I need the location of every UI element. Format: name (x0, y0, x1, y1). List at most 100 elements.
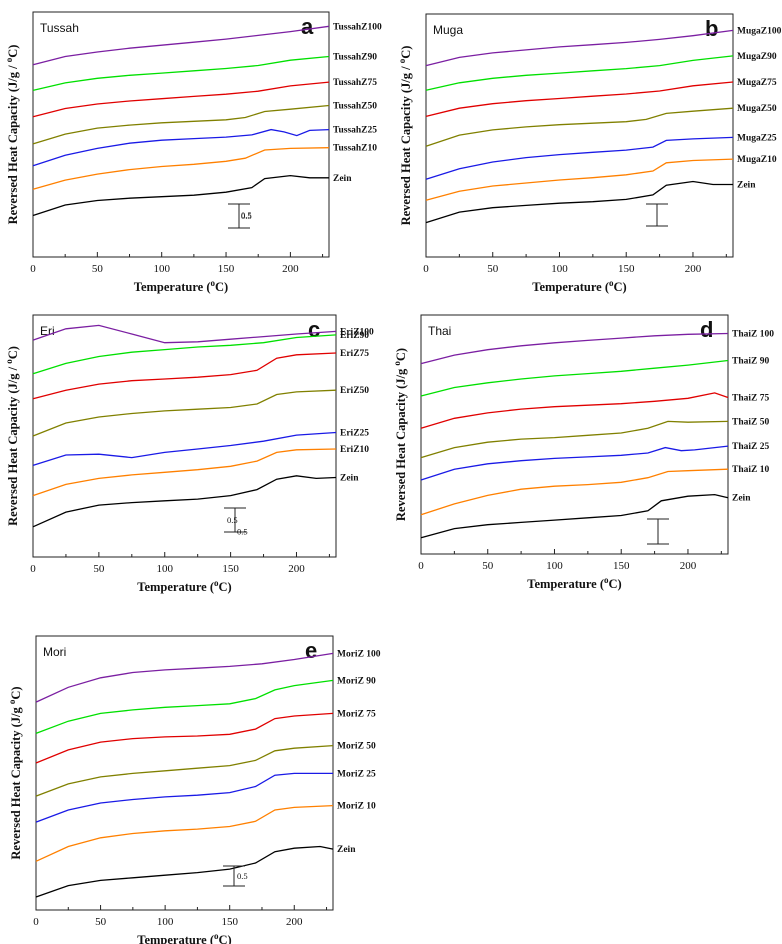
x-axis-label: Temperature (oC) (137, 931, 231, 944)
panel-b: 0 50 100 150 200 Muga b Temperature (oC) Reverse… (241, 13, 782, 294)
x-tick-label: 100 (546, 560, 563, 572)
series-label: TussahZ25 (333, 126, 377, 136)
series-label: EriZ10 (340, 445, 369, 455)
series-line-thaiz50 (420, 420, 729, 459)
series-label: EriZ50 (340, 386, 369, 396)
x-tick-label: 200 (288, 563, 305, 575)
series-line-mugaz10 (425, 158, 734, 201)
series-label: TussahZ100 (333, 22, 382, 32)
scale-bar: 0.5 (241, 203, 668, 227)
x-tick-label: 50 (93, 563, 105, 575)
series-line-moriz75 (35, 712, 334, 764)
series-label: MoriZ 90 (337, 676, 376, 686)
series-line-tussahz75 (32, 81, 330, 118)
panel-letter: b (705, 16, 718, 41)
series-label: MugaZ25 (737, 133, 777, 143)
series-label: ThaiZ 50 (732, 417, 769, 427)
panel-e: 0 50 100 150 200 Mori e Temperature (oC) Reverse… (7, 635, 381, 944)
series-line-moriz25 (35, 772, 333, 823)
series-label: ThaiZ 90 (732, 356, 769, 366)
series-label: TussahZ90 (333, 52, 377, 62)
series-line-moriz100 (35, 652, 334, 703)
x-tick-label: 100 (153, 263, 170, 275)
series-label: MoriZ 50 (337, 742, 376, 752)
panel-title: Thai (428, 324, 451, 338)
scale-bar: 0.5 (223, 865, 248, 887)
series-line-thaiz25 (420, 445, 729, 481)
scale-bar-label: 0.5 (237, 871, 248, 881)
y-axis-label: Reversed Heat Capacity (J/g / oC) (4, 45, 20, 225)
series-line-eriz25 (32, 431, 337, 467)
scale-bar: 0.5 (224, 507, 246, 533)
x-axis-label: Temperature (oC) (134, 278, 228, 294)
x-tick-label: 150 (222, 563, 239, 575)
series-line-mugaz100 (425, 29, 734, 67)
series-label: MugaZ10 (737, 155, 777, 165)
series-label: MoriZ 25 (337, 769, 376, 779)
y-axis-label: Reversed Heat Capacity (J/g / oC) (4, 346, 20, 526)
series-line-tussahz25 (32, 128, 330, 167)
series-label: EriZ100 (340, 327, 374, 337)
series-line-thaiz10 (420, 468, 729, 516)
series-label: MugaZ100 (737, 26, 782, 36)
series-label: Zein (337, 845, 356, 855)
x-tick-label: 50 (482, 560, 494, 572)
x-tick-label: 100 (551, 263, 568, 275)
series-label: TussahZ10 (333, 144, 377, 154)
series-label: MugaZ50 (737, 104, 777, 114)
series-label: Zein (737, 180, 756, 190)
series-label: MugaZ90 (737, 52, 777, 62)
x-tick-label: 150 (218, 263, 235, 275)
plot-frame (32, 11, 330, 258)
series-line-zein (425, 180, 733, 224)
x-tick-label: 50 (95, 916, 107, 928)
series-line-thaiz90 (420, 359, 729, 397)
series-label: Zein (340, 473, 359, 483)
panel-title: Eri (40, 324, 55, 338)
x-tick-label: 200 (282, 263, 299, 275)
scale-bar-label: 0.5 (237, 527, 248, 537)
panel-letter: d (700, 317, 713, 342)
x-tick-label: 200 (286, 916, 303, 928)
series-line-mugaz90 (425, 55, 734, 91)
x-tick-label: 100 (156, 563, 173, 575)
series-label: ThaiZ 10 (732, 465, 769, 475)
series-label: EriZ75 (340, 349, 369, 359)
series-line-zein (420, 493, 729, 539)
panel-title: Mori (43, 645, 66, 659)
scale-bar: 0.5 (237, 518, 669, 545)
x-axis-label: Temperature (oC) (137, 578, 231, 594)
series-line-zein (32, 475, 337, 528)
series-line-tussahz90 (32, 55, 330, 92)
panel-letter: c (308, 317, 320, 342)
series-label: TussahZ75 (333, 78, 377, 88)
scale-bar-label: 0.5 (227, 515, 238, 525)
series-label: MoriZ 10 (337, 802, 376, 812)
series-label: TussahZ50 (333, 101, 377, 111)
series-label: EriZ90 (340, 331, 369, 341)
series-label: Zein (333, 174, 352, 184)
x-tick-label: 150 (618, 263, 635, 275)
panel-title: Muga (433, 23, 463, 37)
scale-bar-label: 0.5 (241, 211, 252, 221)
x-axis-label: Temperature (oC) (527, 575, 621, 591)
series-line-zein (35, 845, 334, 898)
series-line-moriz90 (35, 679, 334, 735)
series-label: ThaiZ 100 (732, 330, 774, 340)
x-tick-label: 200 (680, 560, 697, 572)
series-label: Zein (732, 494, 751, 504)
panel-title: Tussah (40, 21, 79, 35)
x-tick-label: 0 (418, 560, 424, 572)
series-line-moriz10 (35, 804, 334, 862)
x-axis-label: Temperature (oC) (532, 278, 626, 294)
plot-frame (35, 635, 334, 911)
panel-c: 0 50 100 150 200 Eri c Temperature (oC) Reversed… (4, 314, 374, 594)
x-tick-label: 150 (221, 916, 238, 928)
x-tick-label: 50 (487, 263, 499, 275)
panel-d: 0 50 100 150 200 Thai d Temperature (oC) Reverse… (237, 314, 774, 591)
y-axis-label: Reversed Heat Capacity (J/g oC) (392, 348, 408, 521)
series-line-mugaz25 (425, 136, 734, 180)
series-line-eriz10 (32, 448, 337, 497)
scale-bar-label: 0.5 (241, 210, 252, 220)
series-line-mugaz75 (425, 81, 734, 118)
